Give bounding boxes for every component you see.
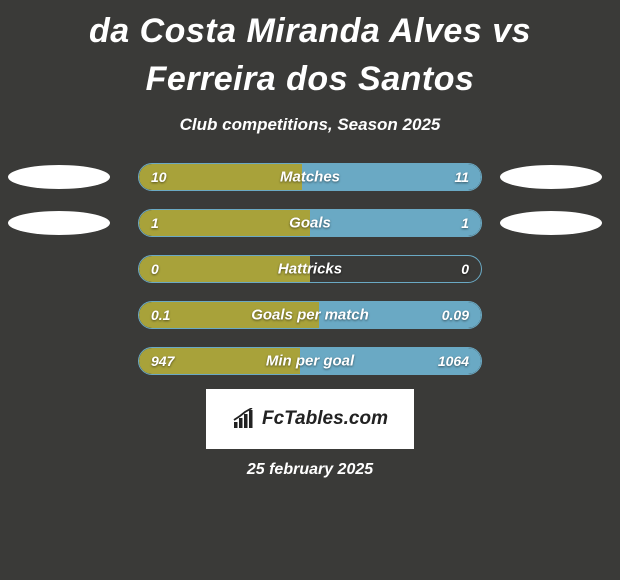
stat-value-right: 1 [461, 215, 469, 231]
subtitle: Club competitions, Season 2025 [0, 115, 620, 135]
stat-row: 947 1064 Min per goal [0, 347, 620, 375]
player-ellipse-left [8, 211, 110, 235]
stat-value-left: 1 [151, 215, 159, 231]
stat-bar: 947 1064 Min per goal [138, 347, 482, 375]
stat-value-left: 947 [151, 353, 174, 369]
stat-metric-label: Min per goal [266, 353, 354, 370]
stat-bar: 0.1 0.09 Goals per match [138, 301, 482, 329]
stat-value-right: 0 [461, 261, 469, 277]
player-ellipse-right [500, 165, 602, 189]
comparison-chart: 1011Matches11Goals00Hattricks0.10.09Goal… [0, 163, 620, 375]
stat-value-left: 10 [151, 169, 167, 185]
stat-bar: 10 11 Matches [138, 163, 482, 191]
date-label: 25 february 2025 [0, 461, 620, 479]
stat-value-left: 0.1 [151, 307, 170, 323]
stat-metric-label: Goals [289, 215, 331, 232]
stat-metric-label: Hattricks [278, 261, 342, 278]
stat-row: 1 1 Goals [0, 209, 620, 237]
logo-box: FcTables.com [206, 389, 414, 449]
stat-value-right: 0.09 [442, 307, 469, 323]
stat-bar-left-fill [139, 210, 310, 236]
stat-metric-label: Goals per match [251, 307, 369, 324]
stat-row: 10 11 Matches [0, 163, 620, 191]
stat-value-left: 0 [151, 261, 159, 277]
page-title: da Costa Miranda Alves vs Ferreira dos S… [0, 0, 620, 103]
stat-metric-label: Matches [280, 169, 340, 186]
bar-chart-icon [232, 408, 256, 430]
stat-bar: 1 1 Goals [138, 209, 482, 237]
stat-bar: 0 0 Hattricks [138, 255, 482, 283]
player-ellipse-right [500, 211, 602, 235]
stat-value-right: 1064 [438, 353, 469, 369]
stat-value-right: 11 [454, 169, 469, 185]
stat-row: 0 0 Hattricks [0, 255, 620, 283]
logo-text: FcTables.com [262, 408, 388, 430]
stat-row: 0.1 0.09 Goals per match [0, 301, 620, 329]
player-ellipse-left [8, 165, 110, 189]
stat-bar-right-fill [310, 210, 481, 236]
